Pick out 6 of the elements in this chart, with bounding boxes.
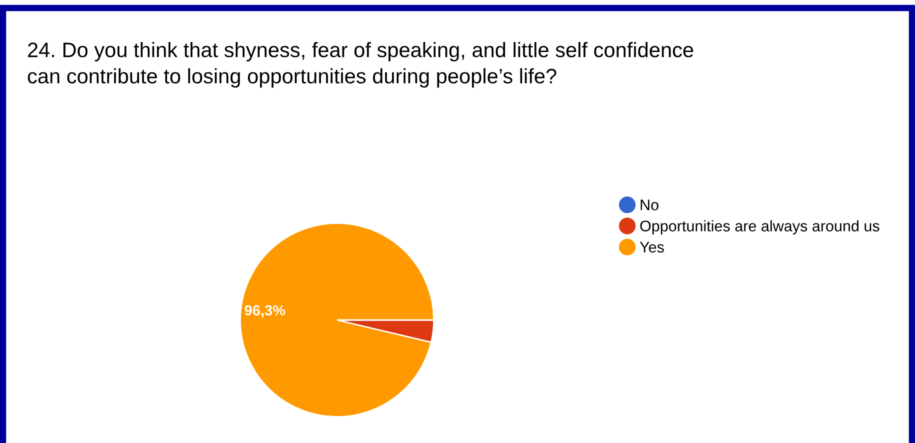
legend-label: Opportunities are always around us: [640, 220, 880, 234]
legend-label: No: [640, 200, 658, 210]
data-label: 96,3%: [244, 305, 286, 318]
chart-title: 24. Do you think that shyness, fear of speaking, and little self confidence can contribute to losing opportunities during people’s life?: [28, 42, 694, 88]
legend-label: Yes: [640, 242, 664, 253]
pie-slice: [240, 222, 434, 418]
